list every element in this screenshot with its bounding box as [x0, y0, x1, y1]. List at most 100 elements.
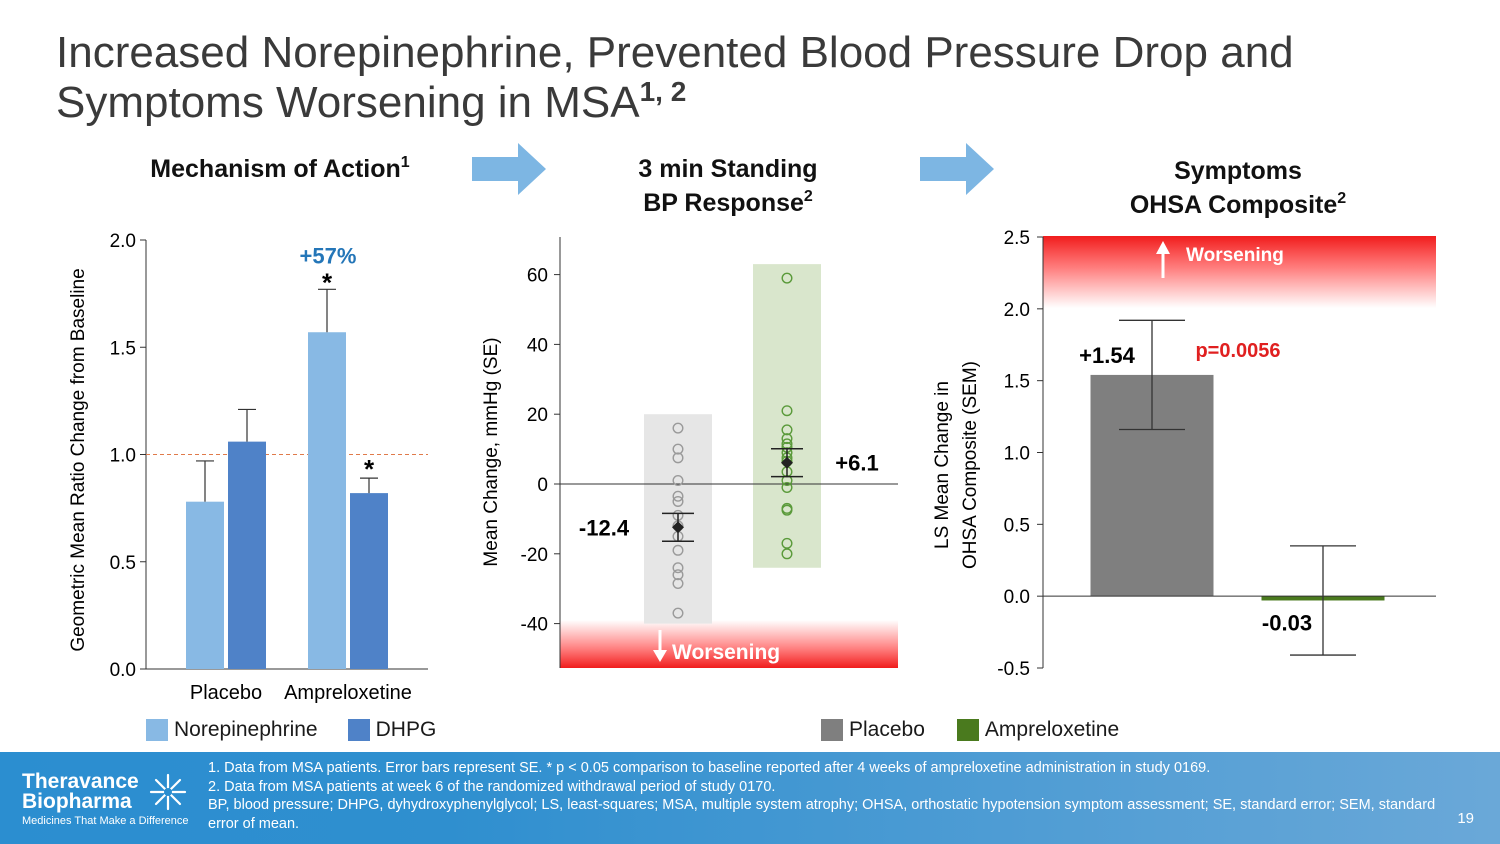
moa-tick-label: 1.5	[110, 338, 136, 359]
arrow-up-icon	[1156, 241, 1170, 254]
bp-point-ampreloxetine	[781, 405, 793, 417]
company-logo: Theravance Biopharma	[22, 770, 139, 813]
legend-swatch-placebo	[821, 719, 843, 741]
bp-mean-label-placebo: -12.4	[579, 515, 630, 540]
bp-point-placebo	[672, 562, 684, 574]
footer-bar: Theravance Biopharma Medicines That Make…	[0, 752, 1500, 844]
bp-point-ampreloxetine	[781, 272, 793, 284]
ohsa-tick-label: -0.5	[997, 659, 1030, 680]
moa-xlabel-ampreloxetine: Ampreloxetine	[284, 682, 412, 704]
panel-heading-bp: 3 min Standing BP Response2	[578, 152, 878, 220]
moa-tick-label: 0.5	[110, 553, 136, 574]
ohsa-worsening-band	[1043, 236, 1436, 308]
moa-bar-norepinephrine-placebo	[186, 501, 224, 669]
ohsa-tick-label: 0.0	[1004, 587, 1030, 608]
bp-mean-marker-placebo	[672, 521, 684, 534]
bp-mean-marker-ampreloxetine	[781, 456, 793, 469]
bp-point-placebo	[672, 577, 684, 589]
moa-bar-dhpg-placebo	[228, 441, 266, 669]
legend-swatch-dhpg	[347, 719, 370, 741]
legend-label-placebo: Placebo	[849, 718, 925, 741]
bp-chart: Mean Change, mmHg (SE) -40 -20 0 20 40 60 -12…	[481, 237, 898, 668]
legend-label-norepinephrine: Norepinephrine	[174, 718, 318, 741]
logo-line1: Theravance	[22, 770, 139, 793]
panel-heading-mechanism: Mechanism of Action1	[120, 152, 440, 186]
bp-worsening-indicator: Worsening	[653, 630, 780, 664]
ohsa-worsening-indicator: Worsening	[1156, 241, 1284, 278]
moa-tick-label: 2.0	[110, 231, 136, 252]
moa-ylabel: Geometric Mean Ratio Change from Baselin…	[68, 268, 89, 651]
logo-star-icon	[149, 773, 187, 811]
slide-title-sup: 1, 2	[639, 76, 687, 107]
legend-swatch-norepinephrine	[146, 719, 168, 741]
ohsa-tick-label: 1.5	[1004, 372, 1030, 393]
moa-tick-label: 0.0	[110, 660, 136, 681]
moa-significance-star-dhpg: *	[364, 454, 375, 484]
bp-point-ampreloxetine	[781, 433, 793, 445]
charts-canvas: Geometric Mean Ratio Change from Baselin…	[68, 228, 1436, 704]
bp-point-placebo	[672, 569, 684, 581]
legend-label-dhpg: DHPG	[375, 718, 437, 741]
panel-heading-mechanism-sup: 1	[400, 154, 410, 171]
bp-point-placebo	[672, 490, 684, 502]
flow-arrow-right-icon	[472, 143, 546, 195]
bp-point-ampreloxetine	[781, 424, 793, 436]
ohsa-tick-label: 0.5	[1004, 515, 1030, 536]
bp-point-ampreloxetine	[781, 504, 793, 516]
footnotes: 1. Data from MSA patients. Error bars re…	[208, 759, 1438, 833]
panel-heading-ohsa: Symptoms OHSA Composite2	[1088, 154, 1388, 222]
ohsa-worsening-label: Worsening	[1186, 245, 1284, 266]
legend-moa: Norepinephrine DHPG	[146, 718, 436, 742]
ohsa-tick-label: 2.0	[1004, 300, 1030, 321]
ohsa-tick-label: 2.5	[1004, 228, 1030, 249]
bp-point-ampreloxetine	[781, 537, 793, 549]
legend-swatch-ampreloxetine	[956, 719, 979, 741]
ohsa-p-value: p=0.0056	[1195, 340, 1280, 362]
ohsa-chart: LS Mean Change in OHSA Composite (SEM) -…	[932, 228, 1436, 680]
bp-tick-label: 60	[527, 266, 548, 287]
bp-tick-label: 20	[527, 405, 548, 426]
bp-worsening-band	[560, 620, 898, 668]
legend-ohsa: Placebo Ampreloxetine	[821, 718, 1119, 742]
moa-xlabel-placebo: Placebo	[190, 682, 262, 704]
bp-tick-label: 0	[537, 475, 548, 496]
logo-line2: Biopharma	[22, 790, 132, 813]
ohsa-tick-label: 1.0	[1004, 444, 1030, 465]
legend-label-ampreloxetine: Ampreloxetine	[984, 718, 1120, 741]
panel-heading-ohsa-line2: OHSA Composite	[1129, 191, 1338, 219]
moa-significance-star: *	[322, 267, 333, 297]
logo-tagline: Medicines That Make a Difference	[22, 815, 189, 827]
bp-mean-label-ampreloxetine: +6.1	[835, 451, 878, 476]
bp-point-placebo	[672, 544, 684, 556]
bp-tick-label: 40	[527, 335, 548, 356]
bp-point-placebo	[672, 475, 684, 487]
panel-heading-bp-sup: 2	[803, 188, 813, 205]
panel-heading-ohsa-sup: 2	[1337, 190, 1347, 207]
moa-bar-norepinephrine-ampreloxetine	[308, 332, 346, 669]
ohsa-ylabel-line1: LS Mean Change in	[932, 381, 953, 549]
moa-bar-dhpg-ampreloxetine	[350, 493, 388, 669]
moa-tick-label: 1.0	[110, 446, 136, 467]
bp-tick-label: -40	[521, 615, 548, 636]
footnote-1: 1. Data from MSA patients. Error bars re…	[208, 760, 1211, 776]
bp-point-ampreloxetine	[781, 548, 793, 560]
panel-heading-ohsa-line1: Symptoms	[1174, 157, 1302, 185]
panel-heading-mechanism-text: Mechanism of Action	[150, 155, 401, 183]
bp-point-placebo	[672, 495, 684, 507]
bp-tick-label: -20	[521, 545, 548, 566]
panel-heading-bp-line1: 3 min Standing	[638, 155, 818, 183]
slide-title-text: Increased Norepinephrine, Prevented Bloo…	[56, 28, 1294, 127]
bp-point-placebo	[672, 607, 684, 619]
panel-heading-bp-line2: BP Response	[643, 189, 804, 217]
slide-title: Increased Norepinephrine, Prevented Bloo…	[56, 28, 1456, 128]
bp-worsening-label: Worsening	[672, 641, 780, 664]
bp-point-placebo	[672, 443, 684, 455]
ohsa-ylabel-line2: OHSA Composite (SEM)	[960, 361, 981, 569]
bp-point-ampreloxetine	[781, 481, 793, 493]
ohsa-value-label-ampreloxetine: -0.03	[1262, 610, 1312, 635]
bp-point-placebo	[672, 452, 684, 464]
footnote-2: 2. Data from MSA patients at week 6 of t…	[208, 778, 776, 795]
footnote-abbreviations: BP, blood pressure; DHPG, dyhydroxypheny…	[208, 797, 1436, 832]
bp-point-placebo	[672, 422, 684, 434]
arrow-down-icon	[653, 650, 667, 662]
